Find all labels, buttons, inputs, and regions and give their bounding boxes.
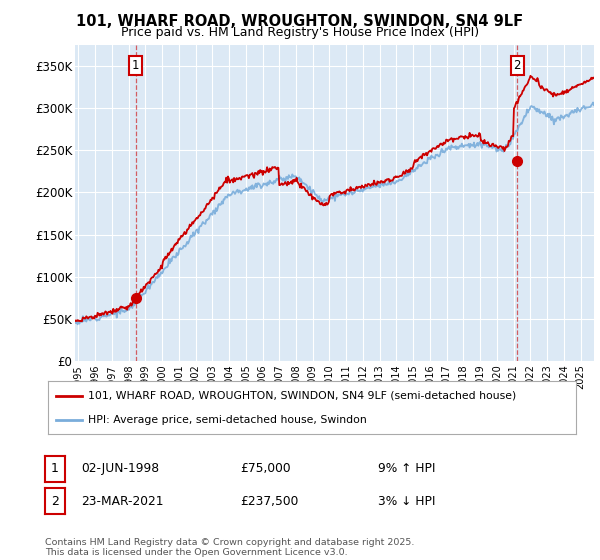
- Text: HPI: Average price, semi-detached house, Swindon: HPI: Average price, semi-detached house,…: [88, 414, 367, 424]
- Text: 2: 2: [514, 59, 521, 72]
- Text: 3% ↓ HPI: 3% ↓ HPI: [378, 494, 436, 508]
- Text: 1: 1: [132, 59, 139, 72]
- Text: £237,500: £237,500: [240, 494, 298, 508]
- Text: £75,000: £75,000: [240, 462, 290, 475]
- Text: 23-MAR-2021: 23-MAR-2021: [81, 494, 163, 508]
- Text: 1: 1: [51, 462, 59, 475]
- Text: 101, WHARF ROAD, WROUGHTON, SWINDON, SN4 9LF (semi-detached house): 101, WHARF ROAD, WROUGHTON, SWINDON, SN4…: [88, 391, 516, 401]
- Text: 2: 2: [51, 494, 59, 508]
- Text: Contains HM Land Registry data © Crown copyright and database right 2025.
This d: Contains HM Land Registry data © Crown c…: [45, 538, 415, 557]
- Text: Price paid vs. HM Land Registry's House Price Index (HPI): Price paid vs. HM Land Registry's House …: [121, 26, 479, 39]
- Text: 02-JUN-1998: 02-JUN-1998: [81, 462, 159, 475]
- Text: 9% ↑ HPI: 9% ↑ HPI: [378, 462, 436, 475]
- Text: 101, WHARF ROAD, WROUGHTON, SWINDON, SN4 9LF: 101, WHARF ROAD, WROUGHTON, SWINDON, SN4…: [76, 14, 524, 29]
